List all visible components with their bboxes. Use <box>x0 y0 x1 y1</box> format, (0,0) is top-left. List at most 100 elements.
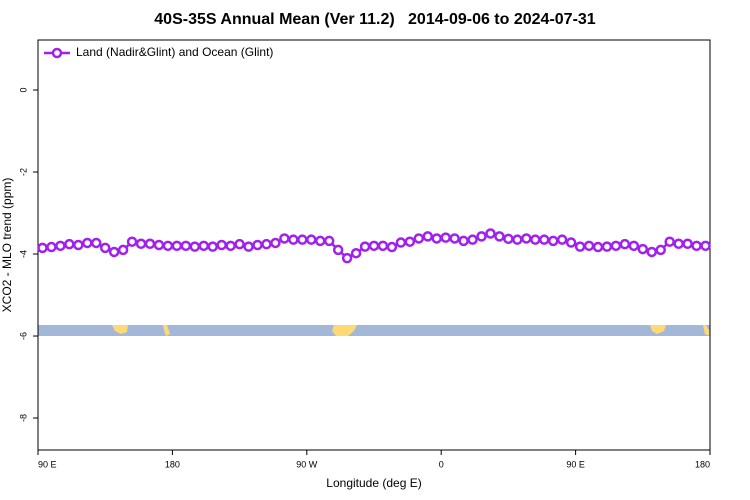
data-point <box>153 239 165 251</box>
x-tick-label: 90 E <box>566 459 585 469</box>
data-point <box>556 234 568 245</box>
data-point <box>350 247 362 259</box>
data-point <box>422 231 434 242</box>
data-point <box>144 238 156 250</box>
data-point <box>261 238 272 250</box>
data-point <box>368 240 380 252</box>
data-point <box>297 234 308 245</box>
data-point <box>512 234 523 245</box>
data-point <box>467 234 478 245</box>
data-point <box>476 231 487 242</box>
data-point <box>135 238 147 250</box>
ocean-band <box>38 325 710 336</box>
data-point <box>673 238 684 250</box>
x-tick-label: 0 <box>439 459 444 469</box>
data-point <box>646 246 658 258</box>
data-point <box>37 242 48 254</box>
data-point <box>225 240 236 252</box>
data-point <box>583 240 595 252</box>
data-point <box>314 235 326 247</box>
data-point <box>628 240 640 252</box>
data-point <box>180 240 192 252</box>
data-point <box>538 234 550 245</box>
y-axis-label: XCO2 - MLO trend (ppm) <box>0 178 14 313</box>
data-point <box>404 236 416 247</box>
data-point <box>503 233 514 245</box>
map-strip <box>38 325 710 336</box>
data-point <box>449 233 460 244</box>
data-point <box>619 238 631 250</box>
land <box>650 325 666 334</box>
data-point <box>73 239 84 251</box>
data-point <box>485 228 496 239</box>
data-point <box>252 239 263 251</box>
data-point <box>691 240 702 252</box>
legend-marker <box>51 47 63 59</box>
legend-label: Land (Nadir&Glint) and Ocean (Glint) <box>76 45 273 59</box>
data-point <box>189 241 201 252</box>
y-tick-label: -8 <box>18 414 28 422</box>
data-point <box>565 237 577 248</box>
data-point <box>431 233 442 244</box>
data-point <box>521 233 532 244</box>
data-point <box>99 242 111 254</box>
data-point <box>198 240 210 252</box>
data-point <box>377 240 389 252</box>
x-axis-label: Longitude (deg E) <box>326 476 421 490</box>
data-point <box>547 235 559 247</box>
data-point <box>494 231 505 242</box>
data-point <box>413 233 425 244</box>
y-tick-label: -4 <box>18 250 28 258</box>
data-point <box>171 240 183 252</box>
data-point <box>46 241 57 253</box>
y-tick-label: -2 <box>18 168 28 176</box>
data-point <box>323 235 335 247</box>
data-point <box>601 241 613 252</box>
chart-title: 40S-35S Annual Mean (Ver 11.2) 2014-09-0… <box>154 11 596 28</box>
data-point <box>117 244 129 256</box>
data-point <box>55 240 66 252</box>
x-tick-label: 90 W <box>296 459 318 469</box>
y-tick-label: 0 <box>18 88 28 93</box>
data-point <box>306 234 317 245</box>
data-point <box>64 238 75 250</box>
data-point <box>90 237 102 249</box>
data-point <box>440 232 451 243</box>
data-point <box>126 236 138 247</box>
land <box>112 325 128 334</box>
data-point <box>682 238 693 250</box>
data-point <box>234 238 245 250</box>
data-point <box>592 241 604 253</box>
data-point <box>664 236 675 247</box>
data-point <box>108 246 120 258</box>
x-tick-label: 180 <box>695 459 710 469</box>
data-point <box>637 243 649 255</box>
x-tick-label: 90 E <box>38 459 57 469</box>
land <box>703 325 710 336</box>
data-point <box>207 241 218 252</box>
data-point <box>610 240 622 252</box>
data-point <box>332 244 344 256</box>
data-point <box>530 234 541 245</box>
data-point <box>270 237 281 249</box>
data-point <box>574 241 586 252</box>
data-point <box>341 252 353 264</box>
land <box>332 325 357 336</box>
data-point <box>243 241 254 252</box>
data-point <box>359 241 371 252</box>
data-point <box>279 233 290 244</box>
y-tick-label: -6 <box>18 332 28 340</box>
x-tick-label: 180 <box>165 459 180 469</box>
data-point <box>82 237 93 249</box>
data-point <box>700 240 711 252</box>
land <box>163 325 170 336</box>
data-point <box>458 235 469 247</box>
data-point <box>162 240 174 252</box>
data-point <box>655 244 666 256</box>
data-point <box>386 241 398 253</box>
data-point <box>288 234 299 245</box>
data-point <box>395 237 407 248</box>
data-point <box>216 239 227 251</box>
